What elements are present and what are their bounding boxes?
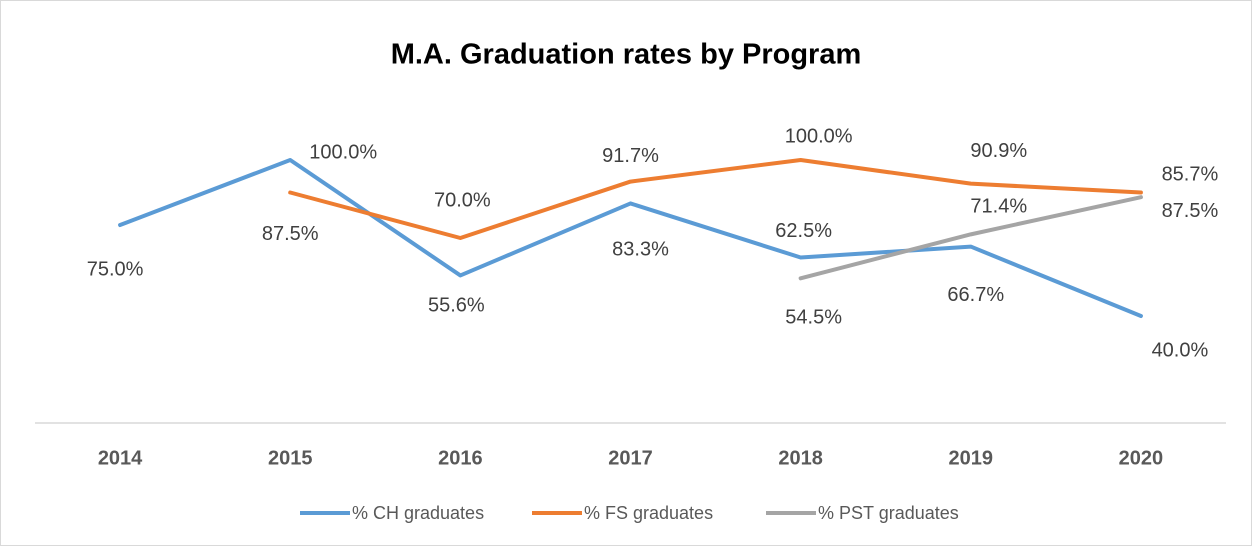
x-tick-label: 2016 — [438, 447, 483, 469]
data-label: 100.0% — [785, 125, 853, 147]
x-tick-label: 2020 — [1119, 447, 1164, 469]
data-label: 100.0% — [309, 141, 377, 163]
data-label: 55.6% — [428, 295, 485, 317]
data-label: 90.9% — [970, 140, 1027, 162]
x-tick-label: 2018 — [778, 447, 823, 469]
data-label: 75.0% — [87, 258, 144, 280]
line-series — [288, 158, 1143, 240]
chart-title: M.A. Graduation rates by Program — [391, 39, 862, 71]
data-label: 62.5% — [775, 220, 832, 242]
data-label: 70.0% — [434, 189, 491, 211]
x-tick-label: 2017 — [608, 447, 653, 469]
line-series — [118, 158, 1143, 318]
legend-label: % CH graduates — [352, 503, 484, 523]
data-label: 83.3% — [612, 239, 669, 261]
x-tick-label: 2014 — [98, 447, 143, 469]
data-label: 85.7% — [1162, 163, 1219, 185]
data-label: 87.5% — [262, 223, 319, 245]
legend-label: % PST graduates — [818, 503, 959, 523]
data-label: 71.4% — [970, 196, 1027, 218]
x-tick-label: 2015 — [268, 447, 313, 469]
data-label: 40.0% — [1152, 339, 1209, 361]
legend-label: % FS graduates — [584, 503, 713, 523]
data-label: 66.7% — [947, 284, 1004, 306]
line-series — [798, 195, 1143, 281]
data-label: 87.5% — [1162, 200, 1219, 222]
data-label: 54.5% — [785, 307, 842, 329]
data-label: 91.7% — [602, 145, 659, 167]
x-tick-label: 2019 — [949, 447, 994, 469]
